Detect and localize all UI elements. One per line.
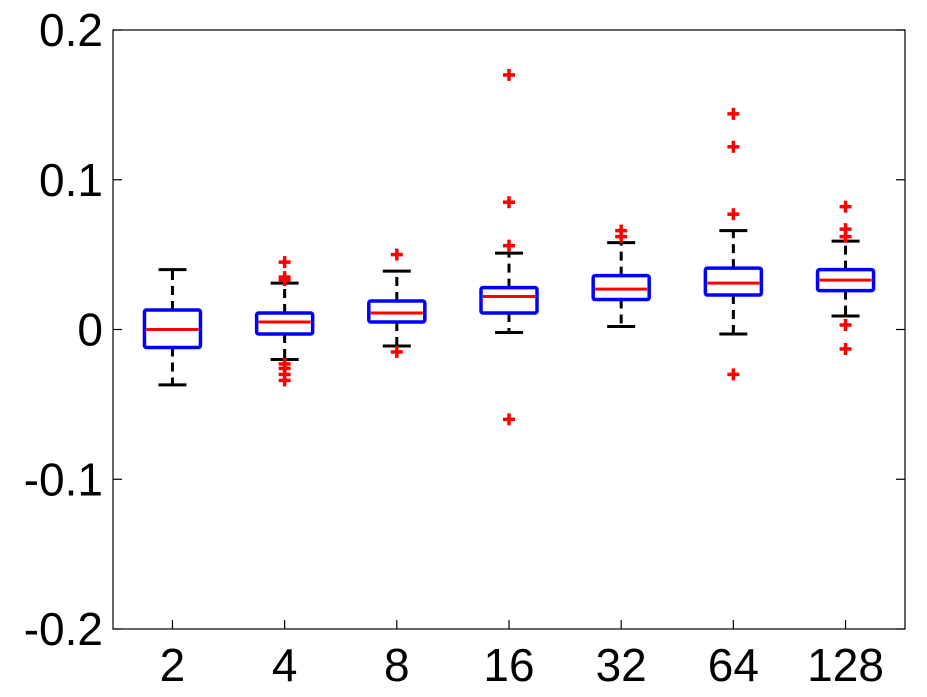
outlier-marker <box>615 230 628 243</box>
iqr-box <box>479 285 539 315</box>
outlier-marker <box>839 200 852 213</box>
box-group-4 <box>254 256 315 387</box>
y-tick-label: -0.1 <box>24 453 103 505</box>
box-group-32 <box>591 224 651 329</box>
outlier-marker <box>278 374 291 387</box>
x-tick-label: 64 <box>708 639 759 691</box>
iqr-box <box>254 311 315 336</box>
x-tick-label: 4 <box>272 639 298 691</box>
outlier-marker <box>278 256 291 269</box>
outlier-marker <box>390 248 403 261</box>
y-tick-label: 0.1 <box>39 154 103 206</box>
outlier-marker <box>839 319 852 332</box>
box-group-8 <box>367 248 427 358</box>
outlier-marker <box>390 345 403 358</box>
y-tick-label: -0.2 <box>24 603 103 655</box>
outlier-marker <box>727 107 740 120</box>
y-tick-label: 0.2 <box>39 4 103 56</box>
y-tick-label: 0 <box>77 304 103 356</box>
y-axis-ticks: -0.2 -0.1 0 0.1 0.2 <box>24 4 905 655</box>
iqr-box <box>703 266 764 297</box>
iqr-box <box>367 299 427 324</box>
box-series <box>142 68 876 426</box>
iqr-box <box>591 273 651 302</box>
x-tick-label: 8 <box>384 639 410 691</box>
outlier-marker <box>503 413 515 426</box>
x-tick-label: 16 <box>483 639 534 691</box>
outlier-marker <box>278 274 291 287</box>
x-tick-label: 2 <box>160 639 186 691</box>
x-tick-label: 32 <box>596 639 647 691</box>
box-group-2 <box>142 268 203 387</box>
box-group-128 <box>815 200 876 355</box>
outlier-marker <box>727 140 740 153</box>
x-tick-label: 128 <box>807 639 884 691</box>
iqr-box <box>815 267 876 293</box>
outlier-marker <box>839 342 852 355</box>
outlier-marker <box>503 239 515 252</box>
outlier-marker <box>503 196 515 209</box>
box-group-64 <box>703 107 764 381</box>
x-axis-ticks: 2 4 8 16 32 64 128 <box>160 620 884 691</box>
outlier-marker <box>727 208 740 221</box>
outlier-marker <box>727 368 740 381</box>
box-group-16 <box>479 68 539 426</box>
outlier-marker <box>503 68 515 81</box>
iqr-box <box>142 308 203 350</box>
outlier-marker <box>839 230 852 243</box>
